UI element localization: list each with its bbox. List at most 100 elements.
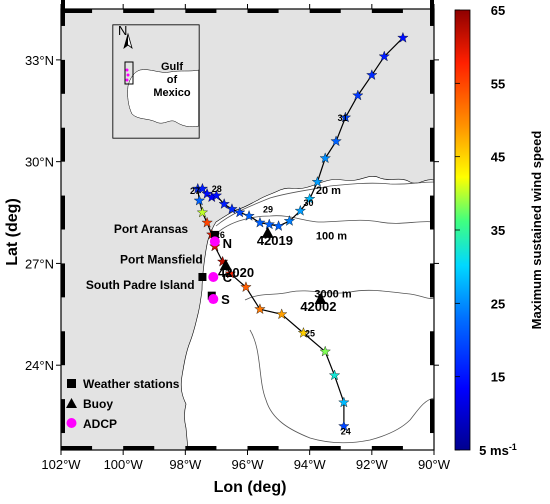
frame-segment <box>123 446 155 450</box>
station-label: South Padre Island <box>86 278 195 292</box>
inset-title-line2: of <box>167 74 178 86</box>
track-day-label: 27 <box>190 186 200 196</box>
frame-segment <box>371 9 403 13</box>
frame-segment <box>61 9 93 13</box>
buoy-marker <box>261 226 274 238</box>
frame-segment <box>123 9 155 13</box>
unit-superscript: -1 <box>509 442 517 452</box>
colorbar: 65 55 45 35 25 15 5 ms-1 Maximum sustained win… <box>454 3 544 458</box>
station-label: C <box>223 270 233 285</box>
frame-segment <box>430 399 434 434</box>
frame-segment <box>185 9 217 13</box>
inset-adcp-dot <box>125 78 129 82</box>
frame-segment <box>430 127 434 162</box>
station-label: 42002 <box>300 299 336 314</box>
inset-adcp-dot <box>126 73 130 77</box>
legend-label-weather: Weather stations <box>83 377 180 391</box>
track-day-label: 29 <box>263 205 273 215</box>
inset-study-box <box>124 61 134 85</box>
frame-segment <box>61 195 65 230</box>
inset-adcp-dot <box>125 68 129 72</box>
colorbar-tick-label: 25 <box>491 296 505 311</box>
adcp-marker <box>208 294 219 305</box>
colorbar-tick-label: 5 ms-1 <box>479 442 517 458</box>
colorbar-title: Maximum sustained wind speed <box>529 131 544 330</box>
isobath-labels: 20 m 100 m 3000 m <box>314 185 352 300</box>
station-label: Port Mansfield <box>120 252 203 266</box>
colorbar-tick-label: 35 <box>491 223 505 238</box>
inset-title-line1: Gulf <box>161 61 183 73</box>
y-tick-label: 30°N <box>25 155 54 170</box>
frame-segment <box>309 9 341 13</box>
isobath-label: 100 m <box>316 231 347 243</box>
buoy-marker <box>314 293 327 305</box>
colorbar-tick-label: 65 <box>491 3 505 18</box>
track-day-label: 26 <box>215 230 225 240</box>
track-day-label: 30 <box>303 198 313 208</box>
north-arrow-icon <box>123 32 133 50</box>
frame-segment <box>309 446 341 450</box>
north-label: N <box>118 23 127 38</box>
x-axis-label: Lon (deg) <box>214 479 287 496</box>
legend-square-icon <box>67 379 76 388</box>
colorbar-ticks: 65 55 45 35 25 15 5 ms-1 <box>455 3 517 458</box>
track-day-label: 24 <box>341 427 351 437</box>
frame-segment <box>61 331 65 366</box>
station-label: N <box>223 236 232 251</box>
adcp-marker <box>208 271 219 282</box>
track-day-labels: 24 25 26 27 28 29 30 31 <box>190 113 351 437</box>
frame-segment <box>185 446 217 450</box>
legend: Weather stations Buoy ADCP <box>66 377 180 431</box>
frame-segment <box>61 59 65 94</box>
x-tick-label: 102°W <box>41 457 81 472</box>
inset-map: N Gulf of Mexico <box>112 23 200 139</box>
colorbar-tick-label: 45 <box>491 150 505 165</box>
frame-segment <box>371 446 403 450</box>
x-tick-label: 100°W <box>104 457 144 472</box>
station-label: S <box>221 292 230 307</box>
track-day-label: 25 <box>305 328 315 338</box>
legend-label-adcp: ADCP <box>83 417 117 431</box>
legend-label-buoy: Buoy <box>83 397 113 411</box>
frame-segment <box>61 399 65 434</box>
x-tick-labels: 102°W 100°W 98°W 96°W 94°W 92°W 90°W <box>41 457 450 472</box>
isobath-20m <box>215 181 434 227</box>
inset-title-line3: Mexico <box>153 87 191 99</box>
track-day-label: 28 <box>212 184 222 194</box>
station-label: Port Aransas <box>114 222 189 236</box>
y-tick-label: 33°N <box>25 53 54 68</box>
frame-segment <box>247 9 279 13</box>
x-tick-label: 92°W <box>356 457 389 472</box>
track-day-label: 31 <box>338 113 348 123</box>
station-label: 42019 <box>257 233 293 248</box>
frame-segment <box>247 446 279 450</box>
inset-land <box>112 24 200 139</box>
legend-circle-icon <box>66 418 77 428</box>
y-tick-labels: 24°N 27°N 30°N 33°N <box>25 53 54 373</box>
y-tick-label: 24°N <box>25 358 54 373</box>
x-tick-label: 98°W <box>169 457 202 472</box>
frame-segment <box>61 446 93 450</box>
x-tick-label: 96°W <box>232 457 265 472</box>
adcp-marker <box>209 236 220 247</box>
frame-segment <box>430 0 434 26</box>
isobath-label: 20 m <box>316 185 341 197</box>
frame-segment <box>61 263 65 298</box>
colorbar-tick-label: 55 <box>491 76 505 91</box>
frame-segment <box>430 331 434 366</box>
x-tick-label: 90°W <box>418 457 451 472</box>
isobath-3000m <box>244 289 434 444</box>
legend-triangle-icon <box>66 398 77 408</box>
colorbar-tick-label: 15 <box>491 370 505 385</box>
weather-station-marker <box>198 272 207 281</box>
y-axis-label: Lat (deg) <box>4 198 21 266</box>
stations: Port Aransas Port Mansfield South Padre Is… <box>86 222 337 314</box>
frame-segment <box>430 59 434 94</box>
frame-segment <box>430 263 434 298</box>
frame-segment <box>61 127 65 162</box>
frame-ticks <box>56 0 439 455</box>
buoy-marker <box>219 259 232 271</box>
weather-station-marker <box>210 230 219 239</box>
frame-segment <box>61 0 65 26</box>
